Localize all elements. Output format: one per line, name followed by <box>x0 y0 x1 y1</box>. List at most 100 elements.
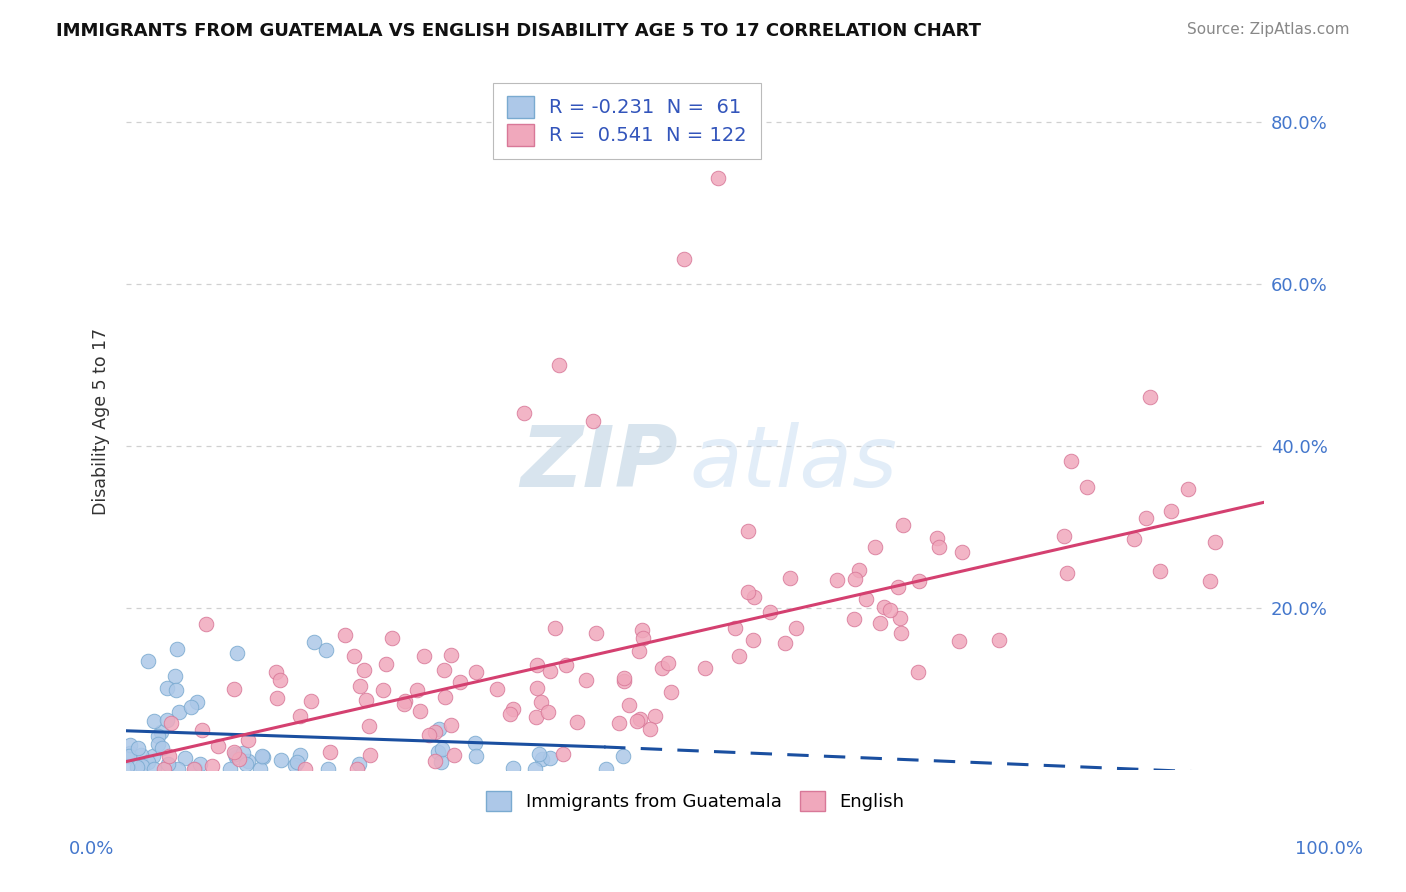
Point <box>394 694 416 708</box>
Point <box>156 713 179 727</box>
Point <box>225 646 247 660</box>
Point <box>166 642 188 657</box>
Text: atlas: atlas <box>689 422 897 505</box>
Point <box>617 698 640 712</box>
Point <box>224 747 246 762</box>
Point <box>526 658 548 673</box>
Point <box>207 739 229 754</box>
Legend: Immigrants from Guatemala, English: Immigrants from Guatemala, English <box>477 782 914 820</box>
Point <box>1177 482 1199 496</box>
Point <box>163 669 186 683</box>
Point <box>136 755 159 769</box>
Point <box>630 623 652 637</box>
Point <box>418 728 440 742</box>
Point <box>551 747 574 761</box>
Point <box>432 742 454 756</box>
Point <box>1160 504 1182 518</box>
Point <box>582 414 605 428</box>
Point <box>907 665 929 679</box>
Point <box>785 621 807 635</box>
Point <box>575 673 598 688</box>
Point <box>758 605 780 619</box>
Point <box>375 657 398 672</box>
Point <box>987 633 1010 648</box>
Point <box>644 708 666 723</box>
Point <box>657 656 679 670</box>
Point <box>855 591 877 606</box>
Point <box>304 635 326 649</box>
Point <box>359 748 381 763</box>
Point <box>672 252 695 267</box>
Point <box>127 741 149 756</box>
Point <box>613 673 636 688</box>
Point <box>869 615 891 630</box>
Point <box>1122 533 1144 547</box>
Point <box>640 722 662 736</box>
Point <box>180 700 202 714</box>
Text: IMMIGRANTS FROM GUATEMALA VS ENGLISH DISABILITY AGE 5 TO 17 CORRELATION CHART: IMMIGRANTS FROM GUATEMALA VS ENGLISH DIS… <box>56 22 981 40</box>
Point <box>173 750 195 764</box>
Point <box>426 745 449 759</box>
Point <box>1139 390 1161 404</box>
Point <box>167 762 190 776</box>
Point <box>1135 511 1157 525</box>
Point <box>270 753 292 767</box>
Point <box>346 762 368 776</box>
Point <box>129 747 152 762</box>
Point <box>928 541 950 555</box>
Point <box>315 642 337 657</box>
Point <box>232 746 254 760</box>
Point <box>651 661 673 675</box>
Point <box>1149 565 1171 579</box>
Point <box>347 757 370 772</box>
Point <box>118 746 141 760</box>
Point <box>353 663 375 677</box>
Point <box>613 672 636 686</box>
Point <box>607 715 630 730</box>
Point <box>169 706 191 720</box>
Point <box>343 649 366 664</box>
Point <box>236 754 259 768</box>
Point <box>287 755 309 769</box>
Text: 0.0%: 0.0% <box>69 840 114 858</box>
Point <box>585 626 607 640</box>
Point <box>288 748 311 763</box>
Point <box>118 738 141 752</box>
Point <box>381 632 404 646</box>
Point <box>142 748 165 763</box>
Point <box>891 517 914 532</box>
Point <box>825 573 848 587</box>
Point <box>842 612 865 626</box>
Point <box>524 710 547 724</box>
Point <box>299 693 322 707</box>
Point <box>554 657 576 672</box>
Point <box>567 714 589 729</box>
Point <box>1076 480 1098 494</box>
Point <box>707 171 730 186</box>
Point <box>143 714 166 728</box>
Point <box>159 715 181 730</box>
Point <box>183 762 205 776</box>
Point <box>925 532 948 546</box>
Point <box>538 665 561 679</box>
Point <box>131 759 153 773</box>
Point <box>737 584 759 599</box>
Point <box>628 713 651 727</box>
Point <box>252 750 274 764</box>
Point <box>235 756 257 771</box>
Point <box>544 621 567 635</box>
Point <box>513 406 536 420</box>
Point <box>948 633 970 648</box>
Point <box>392 697 415 711</box>
Point <box>531 752 554 766</box>
Point <box>449 674 471 689</box>
Point <box>727 648 749 663</box>
Point <box>194 617 217 632</box>
Point <box>117 759 139 773</box>
Point <box>157 749 180 764</box>
Text: 100.0%: 100.0% <box>1295 840 1362 858</box>
Point <box>538 750 561 764</box>
Point <box>502 702 524 716</box>
Point <box>409 704 432 718</box>
Point <box>146 729 169 743</box>
